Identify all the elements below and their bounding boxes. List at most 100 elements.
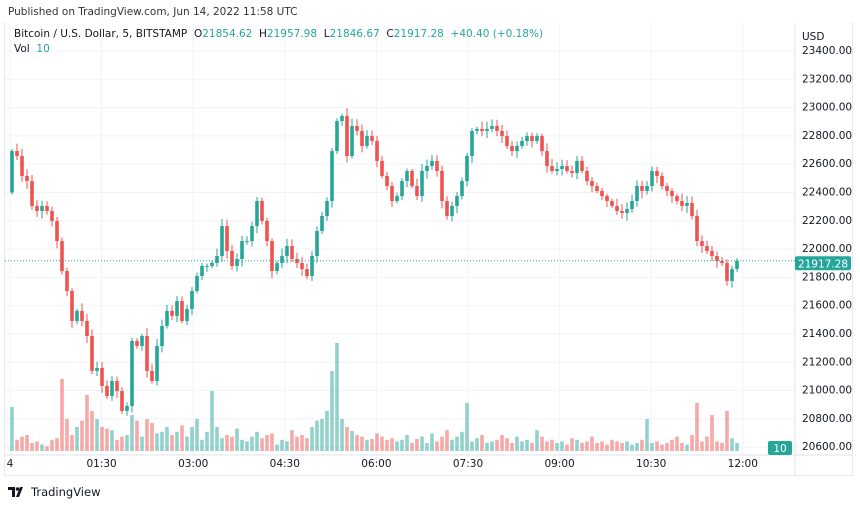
candle-body [730,269,734,281]
candle-body [375,140,379,161]
volume-bar [70,435,74,451]
volume-bar [620,443,624,451]
time-tick-label: 01:30 [86,458,116,470]
candle-body [190,290,194,309]
volume-bar [645,419,649,451]
candle-body [285,245,289,257]
volume-bar [85,395,89,451]
volume-bar [720,443,724,451]
candle-body [315,230,319,257]
candle-body [705,245,709,251]
candle-body [110,380,114,396]
volume-bar [30,443,34,451]
volume-bar [510,443,514,451]
volume-bar [525,439,529,451]
volume-bar [560,441,564,451]
volume-bar [320,419,324,451]
volume-bar [25,435,29,451]
candle-body [55,220,59,242]
candle-body [85,320,89,336]
volume-bar [15,439,19,451]
volume-bar [535,430,539,451]
candle-body [305,269,309,276]
candle-body [420,170,424,197]
candle-body [130,340,134,407]
candle-body [115,380,119,392]
volume-bar [660,444,664,451]
candle-body [195,275,199,291]
tradingview-logo[interactable]: TradingView [8,485,100,499]
candle-body [675,196,679,201]
candle-body [150,370,154,381]
volume-bar [685,444,689,451]
candle-body [695,215,699,242]
candle-body [290,245,294,260]
price-tick-label: 22000.00 [802,243,852,255]
candle-body [545,151,549,167]
candle-body [155,346,159,381]
candle-body [490,125,494,129]
volume-legend[interactable]: Vol 10 [14,43,50,55]
candle-body [180,301,184,321]
volume-value: 10 [36,43,50,55]
candle-body [650,170,654,186]
volume-bar [225,435,229,451]
volume-bar [575,439,579,451]
volume-bar [240,439,244,451]
candle-body [645,185,649,191]
candle-body [275,262,279,272]
candle-body [30,181,34,206]
candle-body [465,155,469,182]
volume-bar [380,436,384,451]
candle-body [165,310,169,326]
candle-body [450,205,454,216]
volume-bar [135,420,139,451]
volume-bar [545,441,549,451]
candle-body [670,190,674,197]
candle-body [570,170,574,173]
volume-bar [675,436,679,451]
volume-bar [520,441,524,451]
price-tick-label: 23200.00 [802,73,852,85]
volume-bar [420,436,424,451]
time-tick-label: 04:30 [270,458,300,470]
candle-body [605,196,609,201]
candle-body [230,250,234,266]
candle-body [535,136,539,141]
candle-body [620,211,624,214]
candle-body [735,260,739,270]
candle-body [380,160,384,176]
close-label: C [386,28,394,40]
symbol-title[interactable]: Bitcoin / U.S. Dollar, 5, BITSTAMP [14,28,188,40]
candle-body [635,185,639,201]
volume-bar [345,427,349,451]
time-tick-label: 09:00 [544,458,574,470]
candle-body [520,140,524,146]
candle-body [600,190,604,197]
candle-body [700,241,704,246]
volume-bar [465,403,469,451]
candle-body [470,130,474,156]
price-tick-label: 20800.00 [802,413,852,425]
currency-label: USD [802,31,824,43]
candle-body [45,205,49,212]
volume-bar [655,441,659,451]
volume-bar [665,443,669,451]
candle-body [580,160,584,171]
candle-body [340,115,344,122]
volume-bar [375,433,379,451]
volume-bar [565,444,569,451]
candle-body [530,136,534,141]
candles [10,108,739,416]
volume-bar [115,439,119,451]
candle-body [235,259,239,266]
volume-bar [80,420,84,451]
candle-body [550,166,554,171]
candle-body [615,205,619,212]
volume-bar [690,435,694,451]
candle-body [225,226,229,251]
volume-bar [410,443,414,451]
volume-bar [595,443,599,451]
volume-bar [585,441,589,451]
